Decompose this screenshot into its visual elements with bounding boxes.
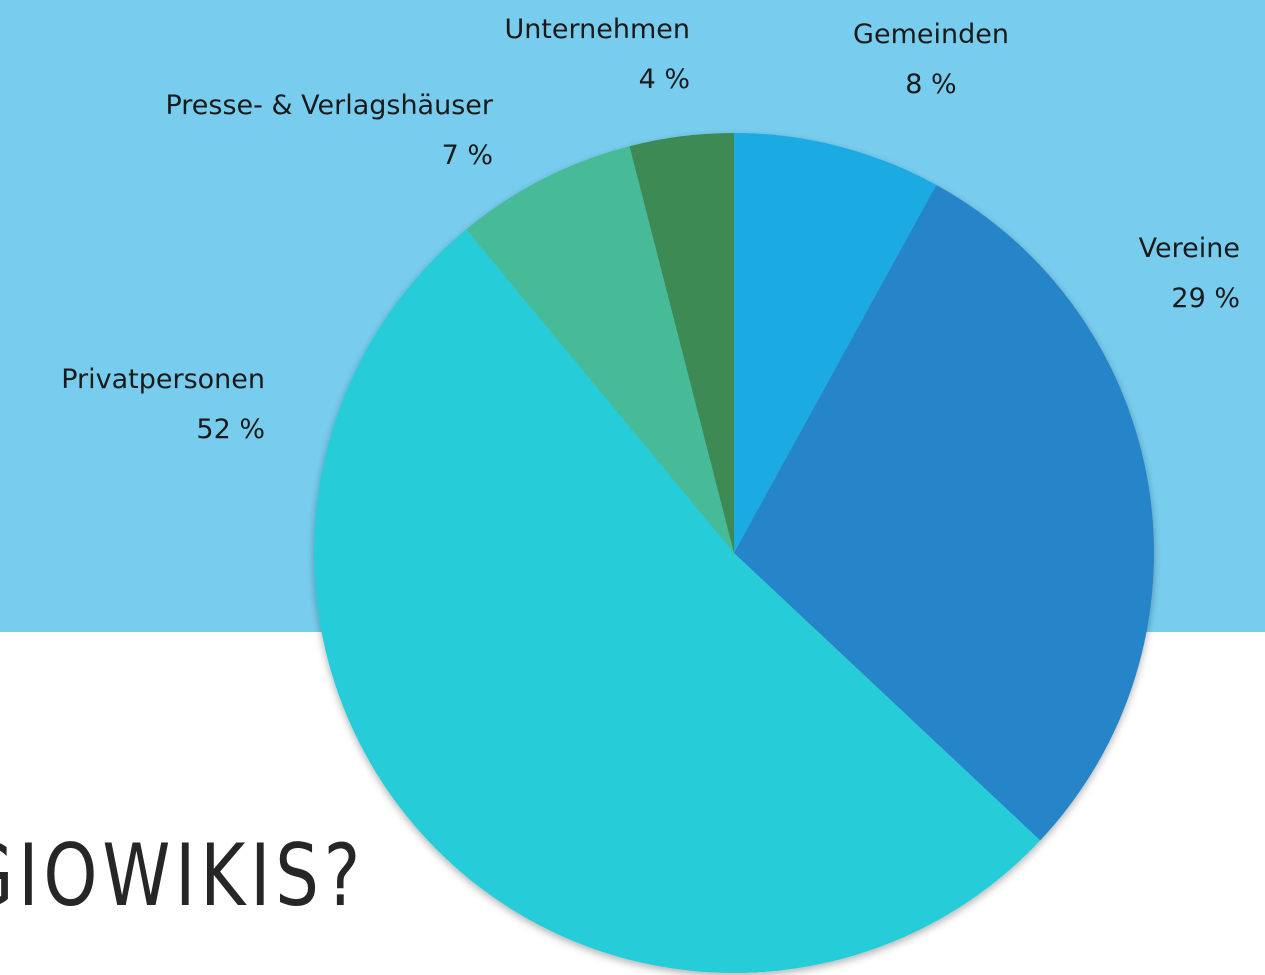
slice-value-label: 8 % xyxy=(905,69,956,100)
pie xyxy=(314,133,1154,973)
pie-slice xyxy=(314,229,1041,973)
slice-value-label: 4 % xyxy=(639,64,690,95)
slice-label: Gemeinden xyxy=(853,19,1009,50)
slice-label: Vereine xyxy=(1139,233,1240,264)
pie-slice xyxy=(466,146,734,553)
pie-slice xyxy=(629,133,734,553)
slice-value-label: 7 % xyxy=(442,140,493,171)
slice-value-label: 29 % xyxy=(1171,283,1240,314)
slice-label: Privatpersonen xyxy=(61,364,265,395)
slide-title: GIOWIKIS? xyxy=(0,827,365,926)
slice-label: Presse- & Verlagshäuser xyxy=(165,90,493,121)
slice-value-label: 52 % xyxy=(196,414,265,445)
pie-slice xyxy=(734,133,937,553)
pie-slice xyxy=(734,184,1154,841)
slice-label: Unternehmen xyxy=(504,14,690,45)
